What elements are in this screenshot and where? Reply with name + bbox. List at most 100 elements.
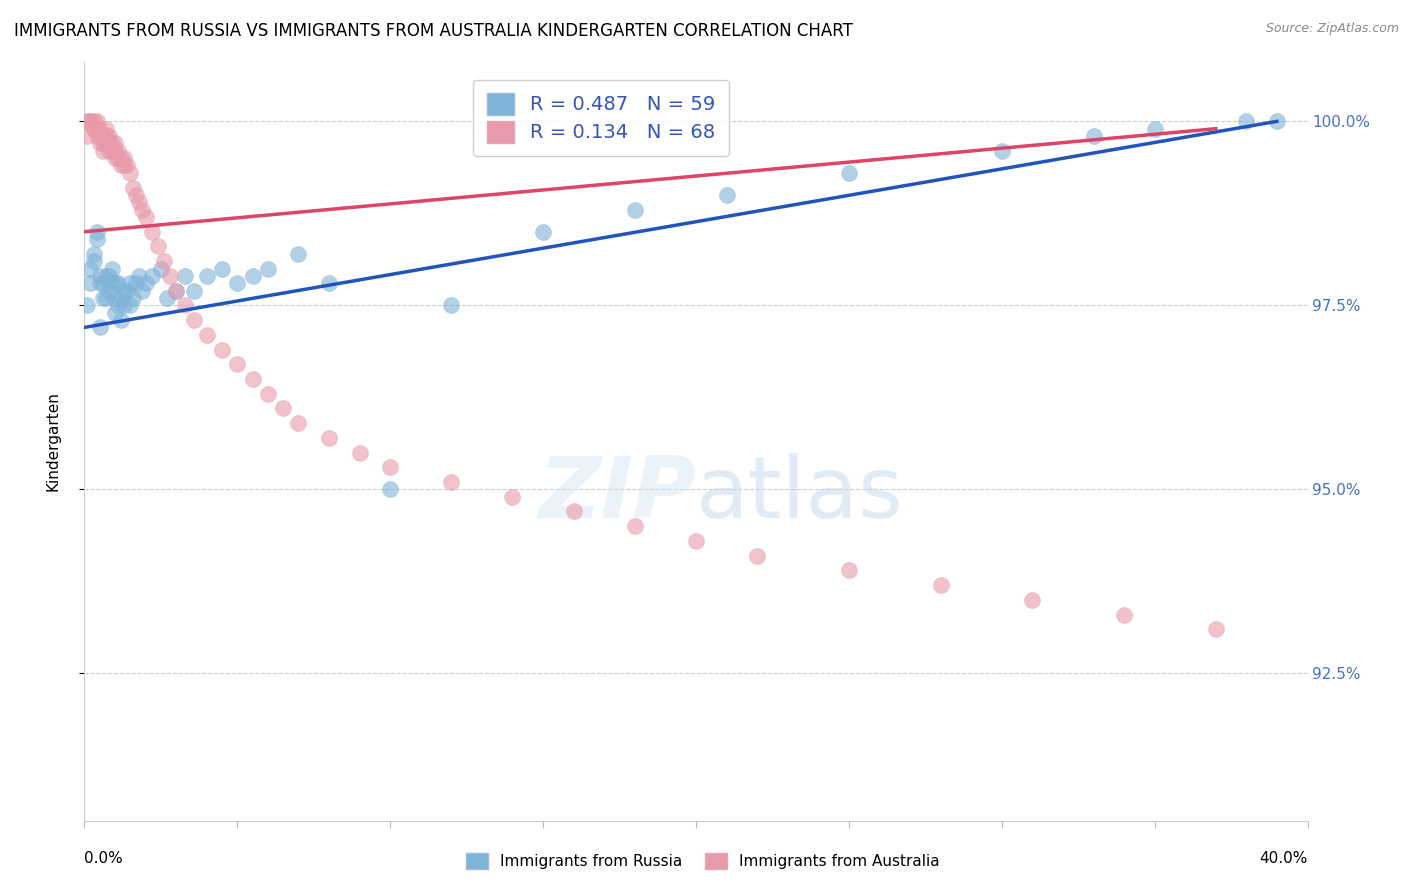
Point — [131, 202, 153, 217]
Point — [101, 136, 124, 151]
Point — [89, 136, 111, 151]
Point — [211, 343, 233, 357]
Point — [183, 313, 205, 327]
Point — [287, 416, 309, 430]
Point — [624, 202, 647, 217]
Point — [97, 284, 120, 298]
Point — [1265, 114, 1288, 128]
Point — [107, 298, 129, 312]
Point — [141, 225, 163, 239]
Text: atlas: atlas — [696, 453, 904, 536]
Point — [86, 114, 108, 128]
Point — [120, 298, 142, 312]
Point — [838, 166, 860, 180]
Point — [174, 268, 197, 283]
Point — [1083, 129, 1105, 144]
Point — [125, 277, 148, 291]
Point — [112, 298, 135, 312]
Point — [94, 129, 117, 144]
Point — [110, 159, 132, 173]
Point — [89, 129, 111, 144]
Point — [287, 247, 309, 261]
Point — [747, 549, 769, 563]
Point — [110, 313, 132, 327]
Point — [107, 144, 129, 158]
Point — [135, 277, 157, 291]
Point — [97, 136, 120, 151]
Point — [79, 114, 101, 128]
Point — [115, 284, 138, 298]
Point — [159, 268, 181, 283]
Point — [122, 180, 145, 194]
Point — [226, 357, 249, 371]
Point — [440, 298, 463, 312]
Point — [101, 144, 124, 158]
Point — [97, 129, 120, 144]
Point — [685, 533, 707, 548]
Point — [257, 261, 280, 276]
Point — [122, 291, 145, 305]
Point — [349, 445, 371, 459]
Point — [531, 225, 554, 239]
Point — [94, 121, 117, 136]
Point — [380, 460, 402, 475]
Text: 0.0%: 0.0% — [84, 851, 124, 866]
Point — [318, 277, 340, 291]
Point — [1205, 622, 1227, 636]
Point — [153, 254, 176, 268]
Point — [318, 431, 340, 445]
Point — [120, 277, 142, 291]
Point — [257, 386, 280, 401]
Y-axis label: Kindergarten: Kindergarten — [46, 392, 60, 491]
Point — [91, 291, 114, 305]
Point — [79, 114, 101, 128]
Point — [89, 121, 111, 136]
Point — [991, 144, 1014, 158]
Point — [624, 519, 647, 533]
Point — [128, 195, 150, 210]
Point — [838, 563, 860, 577]
Point — [101, 277, 124, 291]
Text: IMMIGRANTS FROM RUSSIA VS IMMIGRANTS FROM AUSTRALIA KINDERGARTEN CORRELATION CHA: IMMIGRANTS FROM RUSSIA VS IMMIGRANTS FRO… — [14, 22, 853, 40]
Point — [91, 277, 114, 291]
Point — [242, 372, 264, 386]
Point — [149, 261, 172, 276]
Point — [271, 401, 294, 416]
Point — [183, 284, 205, 298]
Legend: R = 0.487   N = 59, R = 0.134   N = 68: R = 0.487 N = 59, R = 0.134 N = 68 — [474, 79, 728, 156]
Point — [94, 291, 117, 305]
Point — [104, 144, 127, 158]
Point — [104, 151, 127, 165]
Point — [91, 129, 114, 144]
Point — [141, 268, 163, 283]
Point — [86, 232, 108, 246]
Point — [1236, 114, 1258, 128]
Point — [131, 284, 153, 298]
Point — [146, 239, 169, 253]
Point — [125, 188, 148, 202]
Point — [1114, 607, 1136, 622]
Point — [380, 483, 402, 497]
Point — [156, 291, 179, 305]
Point — [104, 291, 127, 305]
Point — [104, 306, 127, 320]
Point — [86, 129, 108, 144]
Point — [83, 121, 105, 136]
Point — [76, 129, 98, 144]
Point — [97, 144, 120, 158]
Point — [716, 188, 738, 202]
Point — [107, 151, 129, 165]
Point — [104, 136, 127, 151]
Point — [110, 291, 132, 305]
Text: ZIP: ZIP — [538, 453, 696, 536]
Point — [110, 151, 132, 165]
Point — [79, 277, 101, 291]
Point — [91, 144, 114, 158]
Point — [76, 298, 98, 312]
Point — [83, 254, 105, 268]
Point — [128, 268, 150, 283]
Point — [165, 284, 187, 298]
Point — [440, 475, 463, 489]
Point — [226, 277, 249, 291]
Point — [165, 284, 187, 298]
